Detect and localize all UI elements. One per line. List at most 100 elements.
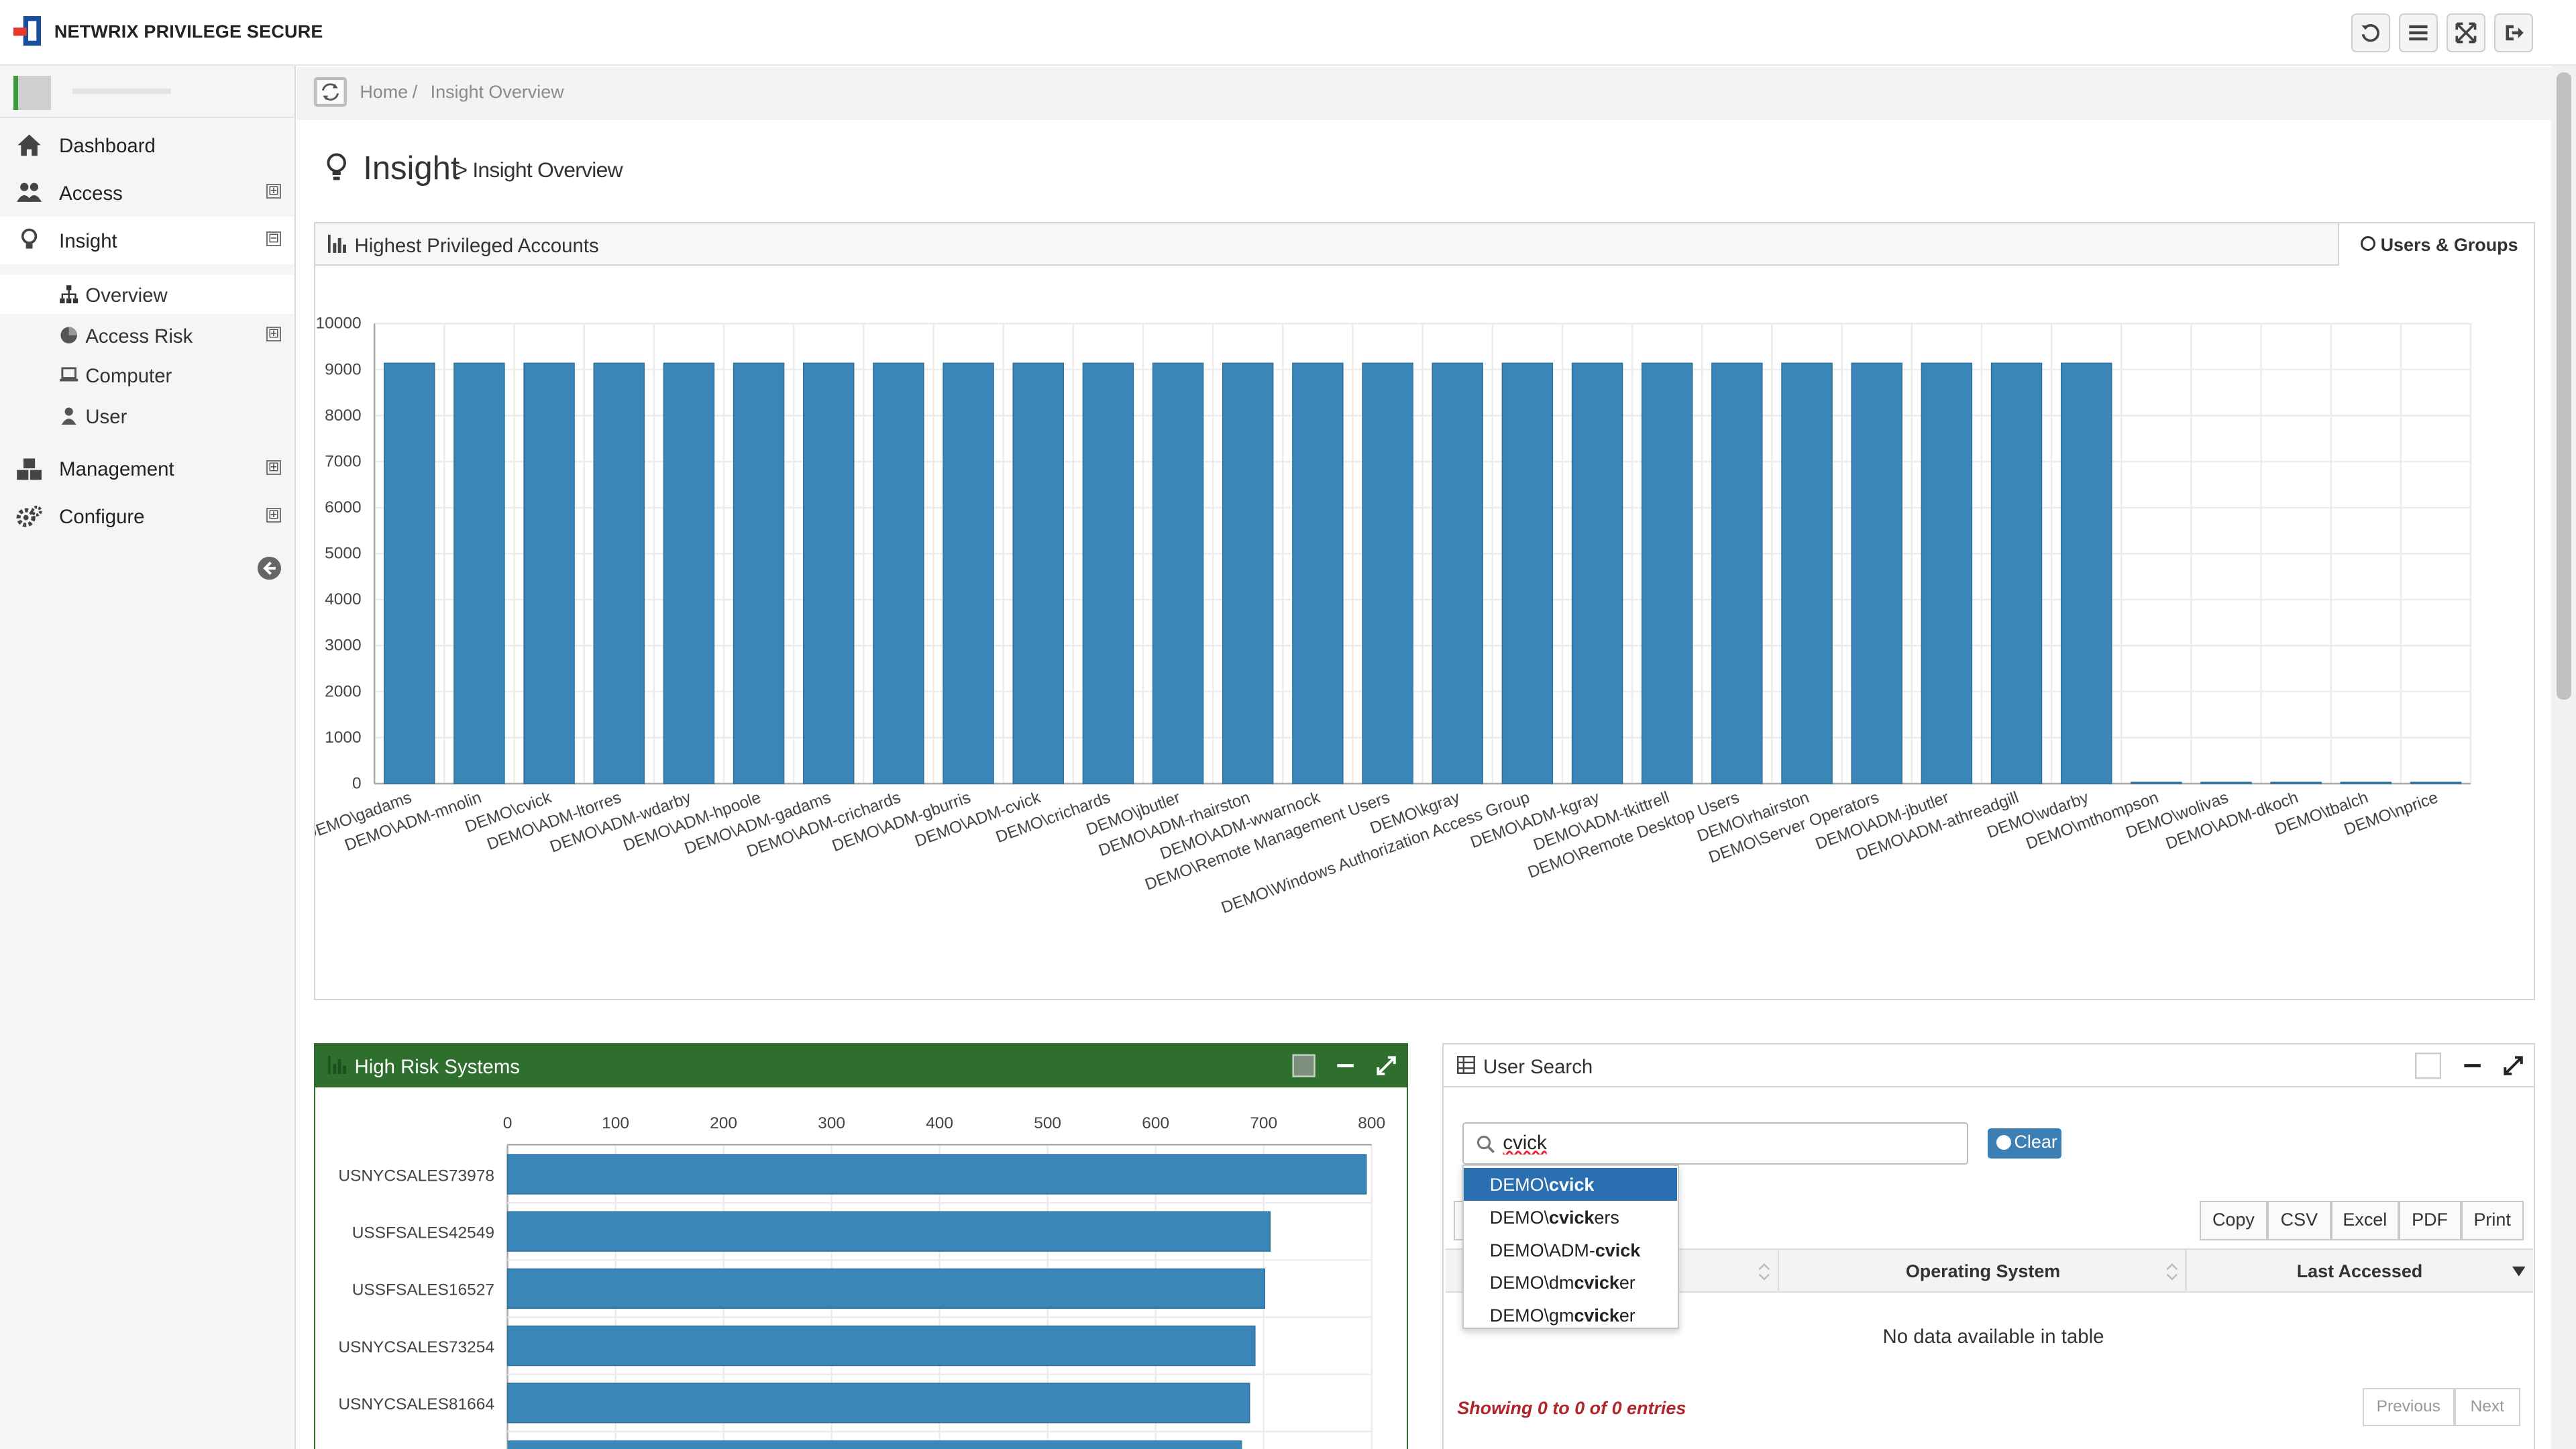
expand-icon[interactable]: ⊞ <box>266 507 281 523</box>
bar <box>506 1383 1250 1424</box>
bar <box>1432 362 1483 784</box>
hrs-panel-header: High Risk Systems <box>315 1044 1407 1087</box>
bar <box>1711 362 1763 784</box>
x-tick-label: 400 <box>926 1114 953 1132</box>
user-search-input[interactable] <box>1503 1128 1947 1159</box>
y-tick-label: 0 <box>352 774 362 792</box>
y-tick-label: 8000 <box>325 406 361 424</box>
nav-management[interactable]: Management ⊞ <box>0 445 294 493</box>
nav-dashboard[interactable]: Dashboard <box>0 121 294 169</box>
csv-button[interactable]: CSV <box>2267 1201 2332 1240</box>
hpa-panel-header: Highest Privileged Accounts Users & Grou… <box>315 223 2534 266</box>
autocomplete-item-label: DEMO\cvick <box>1489 1174 1595 1195</box>
table-icon <box>1456 1056 1475 1075</box>
autocomplete-item[interactable]: DEMO\gmcvicker <box>1464 1299 1677 1332</box>
pdf-button[interactable]: PDF <box>2398 1201 2461 1240</box>
autocomplete-item-label: DEMO\gmcvicker <box>1489 1305 1635 1326</box>
y-tick-label: 6000 <box>325 498 361 517</box>
collapse-icon[interactable]: ⊟ <box>266 231 281 247</box>
y-tick-label: 10000 <box>315 314 361 332</box>
username-placeholder <box>72 89 171 94</box>
autocomplete-item[interactable]: DEMO\cvick <box>1463 1167 1677 1201</box>
nav-overview[interactable]: Overview <box>0 274 294 314</box>
nav-access-risk-label: Access Risk <box>85 325 193 347</box>
table-info: Showing 0 to 0 of 0 entries <box>1457 1398 1686 1419</box>
pie-icon <box>60 327 78 343</box>
color-swatch-icon[interactable] <box>2414 1053 2441 1079</box>
breadcrumb-home[interactable]: Home <box>360 82 409 103</box>
autocomplete-item[interactable]: DEMO\cvickers <box>1464 1201 1677 1234</box>
sitemap-icon <box>60 284 78 303</box>
nav-computer[interactable]: Computer <box>0 355 294 394</box>
bar <box>593 362 645 784</box>
bar <box>733 362 785 784</box>
breadcrumb-current: Insight Overview <box>430 82 564 103</box>
home-icon <box>17 134 42 156</box>
y-tick-label: 1000 <box>325 728 361 746</box>
nav-user[interactable]: User <box>0 396 294 435</box>
breadcrumb: Home / Insight Overview <box>297 67 2552 120</box>
sort-icon[interactable] <box>1758 1261 1771 1283</box>
next-page-button[interactable]: Next <box>2454 1388 2520 1426</box>
bar <box>2200 782 2252 784</box>
page-scrollbar-thumb[interactable] <box>2556 72 2571 700</box>
expand-icon[interactable]: ⊞ <box>266 460 281 475</box>
bar <box>1082 362 1134 784</box>
nav-configure[interactable]: Configure ⊞ <box>0 493 294 541</box>
nav-access[interactable]: Access ⊞ <box>0 169 294 217</box>
excel-button[interactable]: Excel <box>2331 1201 2399 1240</box>
autocomplete-item[interactable]: DEMO\dmcvicker <box>1464 1267 1677 1299</box>
top-bar: NETWRIX PRIVILEGE SECURE <box>0 0 2576 66</box>
menu-button[interactable] <box>2398 13 2438 53</box>
tab-users-groups-label: Users & Groups <box>2380 234 2518 255</box>
autocomplete-item[interactable]: DEMO\ADM-cvick <box>1464 1234 1677 1267</box>
collapse-sidebar-icon[interactable] <box>258 557 281 580</box>
user-search-field[interactable] <box>1462 1122 1968 1165</box>
nav-access-risk[interactable]: Access Risk ⊞ <box>0 315 294 355</box>
nav-insight[interactable]: Insight ⊟ <box>0 217 294 265</box>
y-tick-label: 4000 <box>325 590 361 608</box>
sidebar: Dashboard Access ⊞ Insight ⊟ Overview Ac… <box>0 65 296 1449</box>
empty-table-message: No data available in table <box>1882 1326 2104 1348</box>
bar <box>1851 362 1902 784</box>
minimize-icon[interactable] <box>1332 1053 1358 1079</box>
fullscreen-button[interactable] <box>2446 13 2486 53</box>
column-operating-system[interactable]: Operating System <box>1905 1261 2061 1282</box>
expand-icon[interactable]: ⊞ <box>266 327 281 342</box>
clock-icon <box>2361 236 2376 252</box>
avatar <box>13 75 51 111</box>
clear-button-label: Clear <box>2014 1132 2057 1152</box>
print-button[interactable]: Print <box>2461 1201 2524 1240</box>
clear-button[interactable]: Clear <box>1988 1128 2062 1159</box>
column-last-accessed[interactable]: Last Accessed <box>2296 1261 2423 1282</box>
expand-icon[interactable]: ⊞ <box>266 184 281 199</box>
tab-users-groups[interactable]: Users & Groups <box>2338 223 2534 266</box>
sort-icon[interactable] <box>2165 1261 2179 1283</box>
laptop-icon <box>60 367 78 382</box>
copy-button[interactable]: Copy <box>2200 1201 2267 1240</box>
color-swatch-icon[interactable] <box>1291 1053 1317 1079</box>
user-profile[interactable] <box>0 66 294 119</box>
previous-page-button[interactable]: Previous <box>2362 1388 2455 1426</box>
bar <box>1571 362 1623 784</box>
bar <box>2270 782 2322 784</box>
y-tick-label: 3000 <box>325 636 361 654</box>
gears-icon <box>17 505 43 527</box>
user-search-title: User Search <box>1483 1056 1593 1079</box>
expand-icon[interactable] <box>1373 1053 1399 1079</box>
bar <box>506 1268 1265 1309</box>
sync-icon[interactable] <box>313 77 347 107</box>
expand-icon[interactable] <box>2500 1053 2526 1079</box>
y-tick-label: USNYCSALES73978 <box>338 1167 494 1185</box>
autocomplete-dropdown: DEMO\cvick DEMO\cvickers DEMO\ADM-cvick DEM… <box>1462 1165 1679 1332</box>
page-title-main: Insight <box>363 150 460 186</box>
lightbulb-icon <box>21 229 38 249</box>
logout-button[interactable] <box>2493 13 2534 53</box>
sort-desc-icon[interactable] <box>2512 1266 2526 1277</box>
brand-name: NETWRIX PRIVILEGE SECURE <box>54 21 323 42</box>
bar <box>506 1154 1367 1195</box>
minimize-icon[interactable] <box>2459 1053 2485 1079</box>
x-tick-label: 700 <box>1250 1114 1277 1132</box>
bar <box>383 362 435 784</box>
refresh-button[interactable] <box>2351 13 2391 53</box>
